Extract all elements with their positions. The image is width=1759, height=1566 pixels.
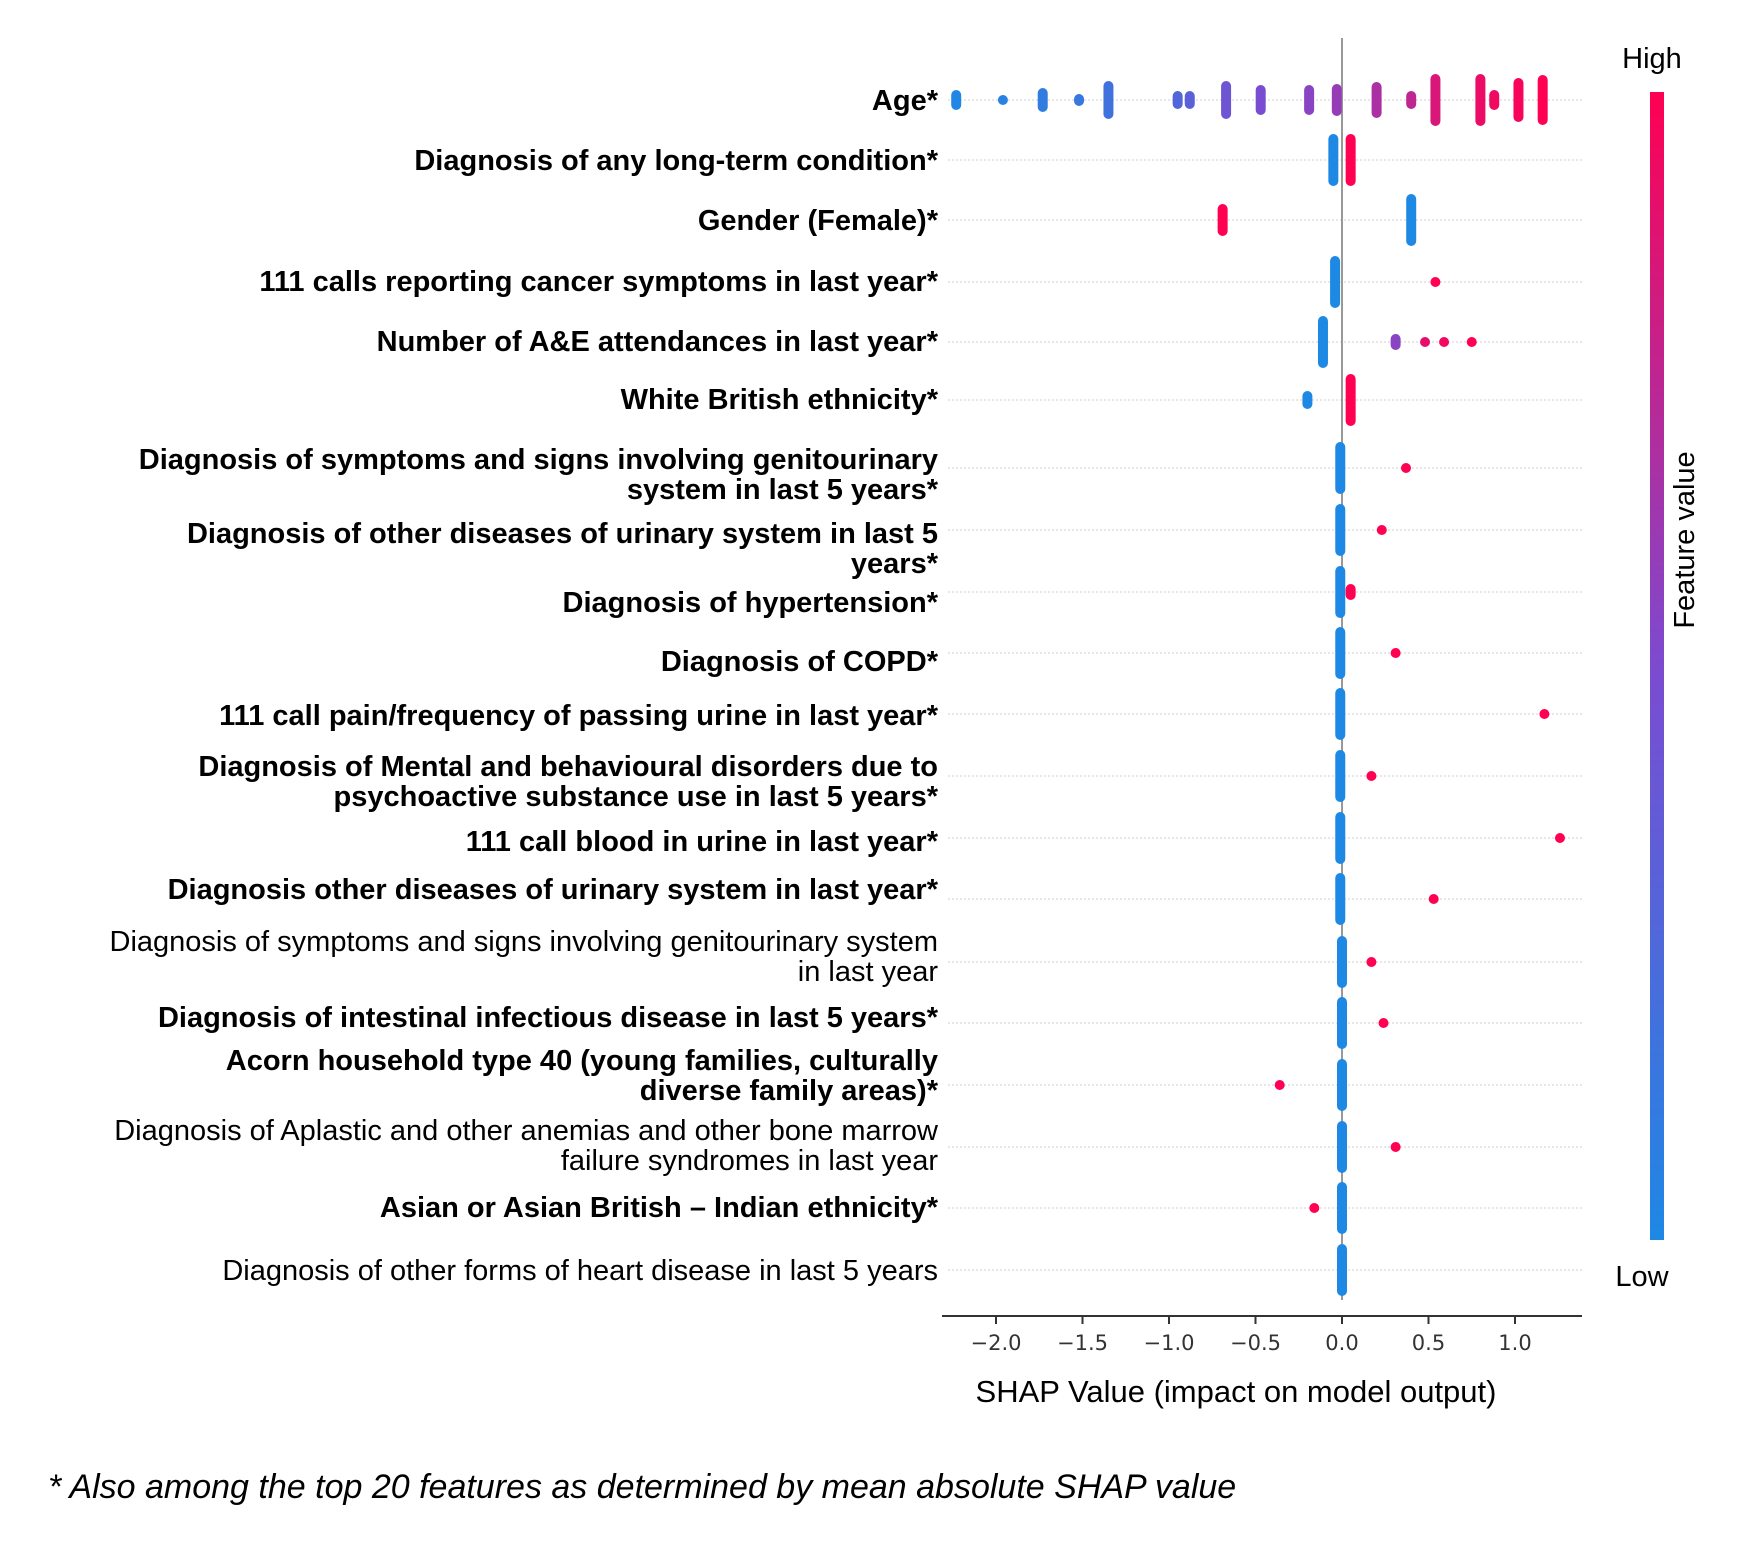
shap-point (1337, 1121, 1347, 1173)
shap-point (1439, 337, 1450, 347)
shap-point (1390, 334, 1401, 350)
x-axis: −2.0 −1.5 −1.0 −0.5 0.0 0.5 1.0 (942, 1315, 1582, 1355)
shap-point (1406, 194, 1417, 246)
shap-point (997, 95, 1008, 105)
shap-point (1406, 91, 1417, 109)
shap-point (1401, 463, 1412, 473)
shap-point (1489, 90, 1500, 110)
feature-label: Acorn household type 40 (young families,… (226, 1045, 939, 1107)
shap-point (1428, 894, 1439, 904)
shap-point (1345, 584, 1356, 600)
shap-point (1345, 374, 1356, 426)
colorbar-gradient (1650, 92, 1664, 1240)
feature-label: Diagnosis of other forms of heart diseas… (222, 1255, 938, 1287)
feature-label: Asian or Asian British – Indian ethnicit… (380, 1192, 939, 1224)
shap-point (1217, 204, 1228, 236)
shap-point (1335, 873, 1346, 925)
feature-label: Diagnosis other diseases of urinary syst… (168, 874, 939, 906)
colorbar-low-label: Low (1615, 1261, 1669, 1293)
shap-point (1172, 91, 1183, 109)
colorbar: High Low Feature value (1615, 43, 1701, 1293)
shap-point (1328, 134, 1339, 186)
shap-point (1513, 78, 1524, 122)
shap-point (1330, 256, 1341, 308)
shap-point (951, 90, 962, 110)
colorbar-high-label: High (1622, 43, 1682, 75)
shap-point (1430, 277, 1441, 287)
shap-point (1337, 1059, 1347, 1111)
shap-point (1537, 75, 1548, 125)
feature-label: Diagnosis of symptoms and signs involvin… (139, 444, 939, 506)
shap-point (1390, 1142, 1401, 1152)
feature-label: 111 call blood in urine in last year* (466, 826, 939, 858)
feature-label: Number of A&E attendances in last year* (377, 326, 939, 358)
feature-label: 111 call pain/frequency of passing urine… (219, 700, 939, 732)
feature-label: Diagnosis of any long-term condition* (414, 145, 938, 177)
x-tick-label: −1.0 (1144, 1331, 1195, 1355)
feature-label: 111 calls reporting cancer symptoms in l… (259, 266, 938, 298)
shap-point (1554, 833, 1565, 843)
x-tick-label: −2.0 (971, 1331, 1022, 1355)
colorbar-title: Feature value (1669, 451, 1701, 628)
shap-point (1037, 88, 1048, 112)
shap-point (1337, 997, 1347, 1049)
shap-point (1371, 82, 1382, 118)
shap-point (1466, 337, 1477, 347)
shap-point (1337, 936, 1347, 988)
grid-lines (948, 99, 1582, 1271)
shap-point (1274, 1080, 1285, 1090)
feature-label: Diagnosis of intestinal infectious disea… (158, 1002, 939, 1034)
feature-label: Diagnosis of Mental and behavioural diso… (198, 751, 938, 813)
shap-point (1103, 81, 1114, 119)
shap-point (1221, 81, 1232, 119)
shap-point (1366, 957, 1377, 967)
shap-point (1335, 688, 1346, 740)
shap-point (1331, 84, 1342, 116)
shap-point (1335, 750, 1346, 802)
shap-point (1390, 648, 1401, 658)
shap-point (1475, 74, 1486, 126)
shap-point (1539, 709, 1550, 719)
shap-point (1376, 525, 1387, 535)
shap-point (1420, 337, 1431, 347)
shap-point (1317, 316, 1328, 368)
x-tick-label: 1.0 (1498, 1331, 1531, 1355)
shap-point (1337, 1244, 1347, 1296)
footnote: * Also among the top 20 features as dete… (48, 1468, 1237, 1506)
feature-labels: Age* Diagnosis of any long-term condition… (110, 85, 940, 1287)
shap-point (1345, 134, 1356, 186)
data-points (951, 74, 1565, 1296)
shap-point (1255, 85, 1266, 115)
feature-label: Diagnosis of symptoms and signs involvin… (110, 926, 939, 988)
feature-label: Diagnosis of COPD* (661, 646, 939, 678)
shap-point (1309, 1203, 1320, 1213)
shap-point (1302, 391, 1313, 409)
feature-label: White British ethnicity* (621, 384, 939, 416)
feature-label: Gender (Female)* (698, 205, 939, 237)
x-tick-label: −1.5 (1057, 1331, 1108, 1355)
shap-point (1304, 85, 1315, 115)
shap-point (1337, 1182, 1347, 1234)
shap-point (1366, 771, 1377, 781)
feature-label: Diagnosis of other diseases of urinary s… (187, 518, 939, 580)
shap-point (1184, 91, 1195, 109)
x-tick-label: 0.5 (1412, 1331, 1445, 1355)
shap-point (1335, 566, 1346, 618)
feature-label: Diagnosis of Aplastic and other anemias … (114, 1115, 939, 1177)
x-axis-title: SHAP Value (impact on model output) (976, 1374, 1497, 1409)
shap-point (1430, 74, 1441, 126)
shap-point (1378, 1018, 1389, 1028)
shap-summary-chart: Age* Diagnosis of any long-term condition… (110, 38, 1701, 1409)
shap-point (1335, 442, 1346, 494)
x-tick-label: −0.5 (1230, 1331, 1281, 1355)
feature-label: Diagnosis of hypertension* (563, 587, 939, 619)
shap-point (1335, 504, 1346, 556)
shap-point (1074, 94, 1085, 106)
shap-point (1335, 627, 1346, 679)
x-tick-label: 0.0 (1325, 1331, 1358, 1355)
feature-label: Age* (872, 85, 939, 117)
shap-point (1335, 812, 1346, 864)
